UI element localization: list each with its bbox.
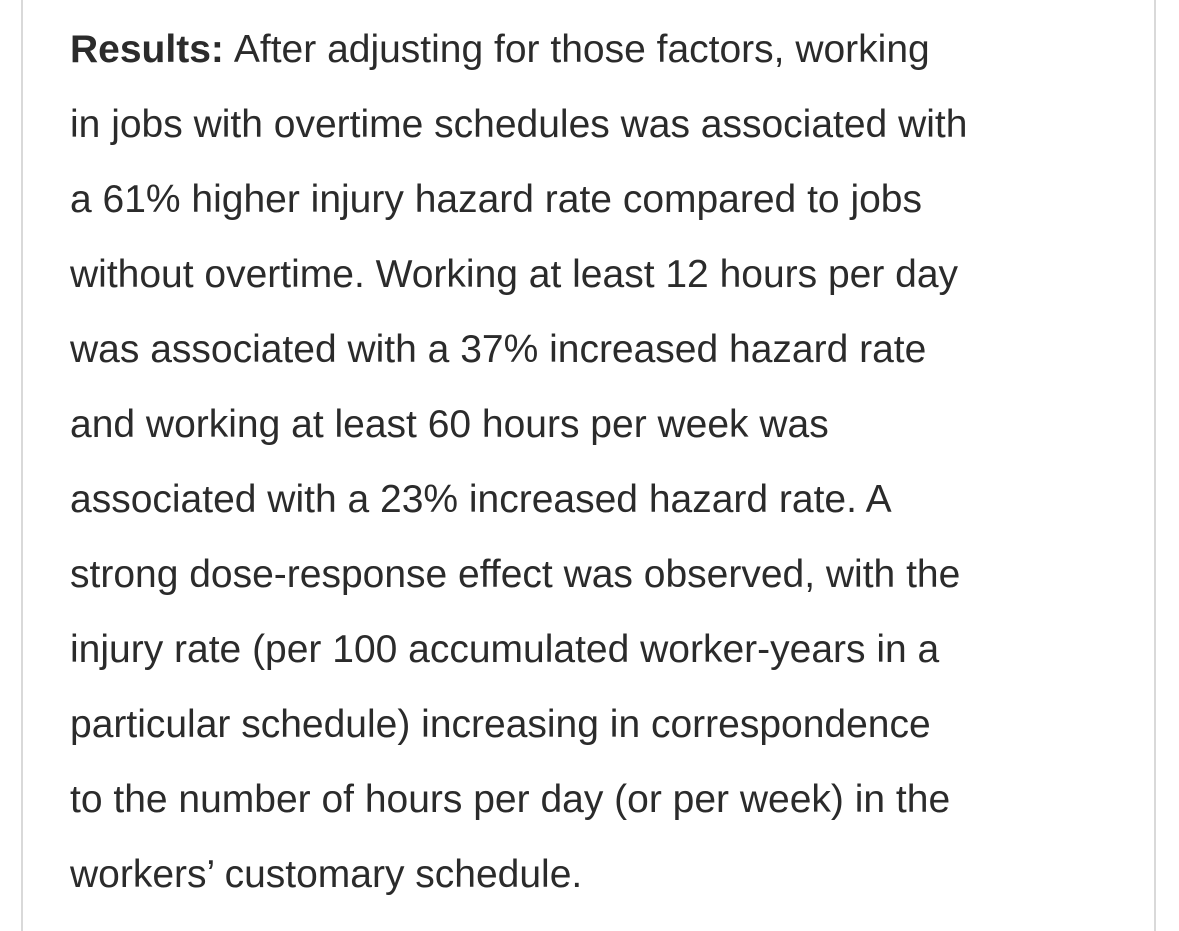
text-line: injury rate (per 100 accumulated worker-… <box>70 612 967 687</box>
border-left <box>21 0 23 931</box>
text-line: was associated with a 37% increased haza… <box>70 312 967 387</box>
text-line: in jobs with overtime schedules was asso… <box>70 87 967 162</box>
section-label: Results: <box>70 28 224 71</box>
border-right <box>1154 0 1156 931</box>
line-text: and working at least 60 hours per week w… <box>70 403 829 446</box>
text-line: associated with a 23% increased hazard r… <box>70 462 967 537</box>
text-line: strong dose-response effect was observed… <box>70 537 967 612</box>
line-text: After adjusting for those factors, worki… <box>233 28 930 71</box>
line-text: was associated with a 37% increased haza… <box>70 328 927 371</box>
line-text: workers’ customary schedule. <box>70 853 583 896</box>
text-line: workers’ customary schedule. <box>70 837 967 912</box>
text-line: to the number of hours per day (or per w… <box>70 762 967 837</box>
line-text: injury rate (per 100 accumulated worker-… <box>70 628 940 671</box>
text-line: Results: After adjusting for those factor… <box>70 12 967 87</box>
line-text: strong dose-response effect was observed… <box>70 553 961 596</box>
line-text: without overtime. Working at least 12 ho… <box>70 253 959 296</box>
line-text: in jobs with overtime schedules was asso… <box>70 103 968 146</box>
text-line: a 61% higher injury hazard rate compared… <box>70 162 967 237</box>
text-line: without overtime. Working at least 12 ho… <box>70 237 967 312</box>
abstract-text: Results: After adjusting for those factor… <box>70 12 967 912</box>
line-text: associated with a 23% increased hazard r… <box>70 478 892 521</box>
line-text: to the number of hours per day (or per w… <box>70 778 951 821</box>
line-text: particular schedule) increasing in corre… <box>70 703 931 746</box>
text-line: and working at least 60 hours per week w… <box>70 387 967 462</box>
text-line: particular schedule) increasing in corre… <box>70 687 967 762</box>
line-text: a 61% higher injury hazard rate compared… <box>70 178 922 221</box>
